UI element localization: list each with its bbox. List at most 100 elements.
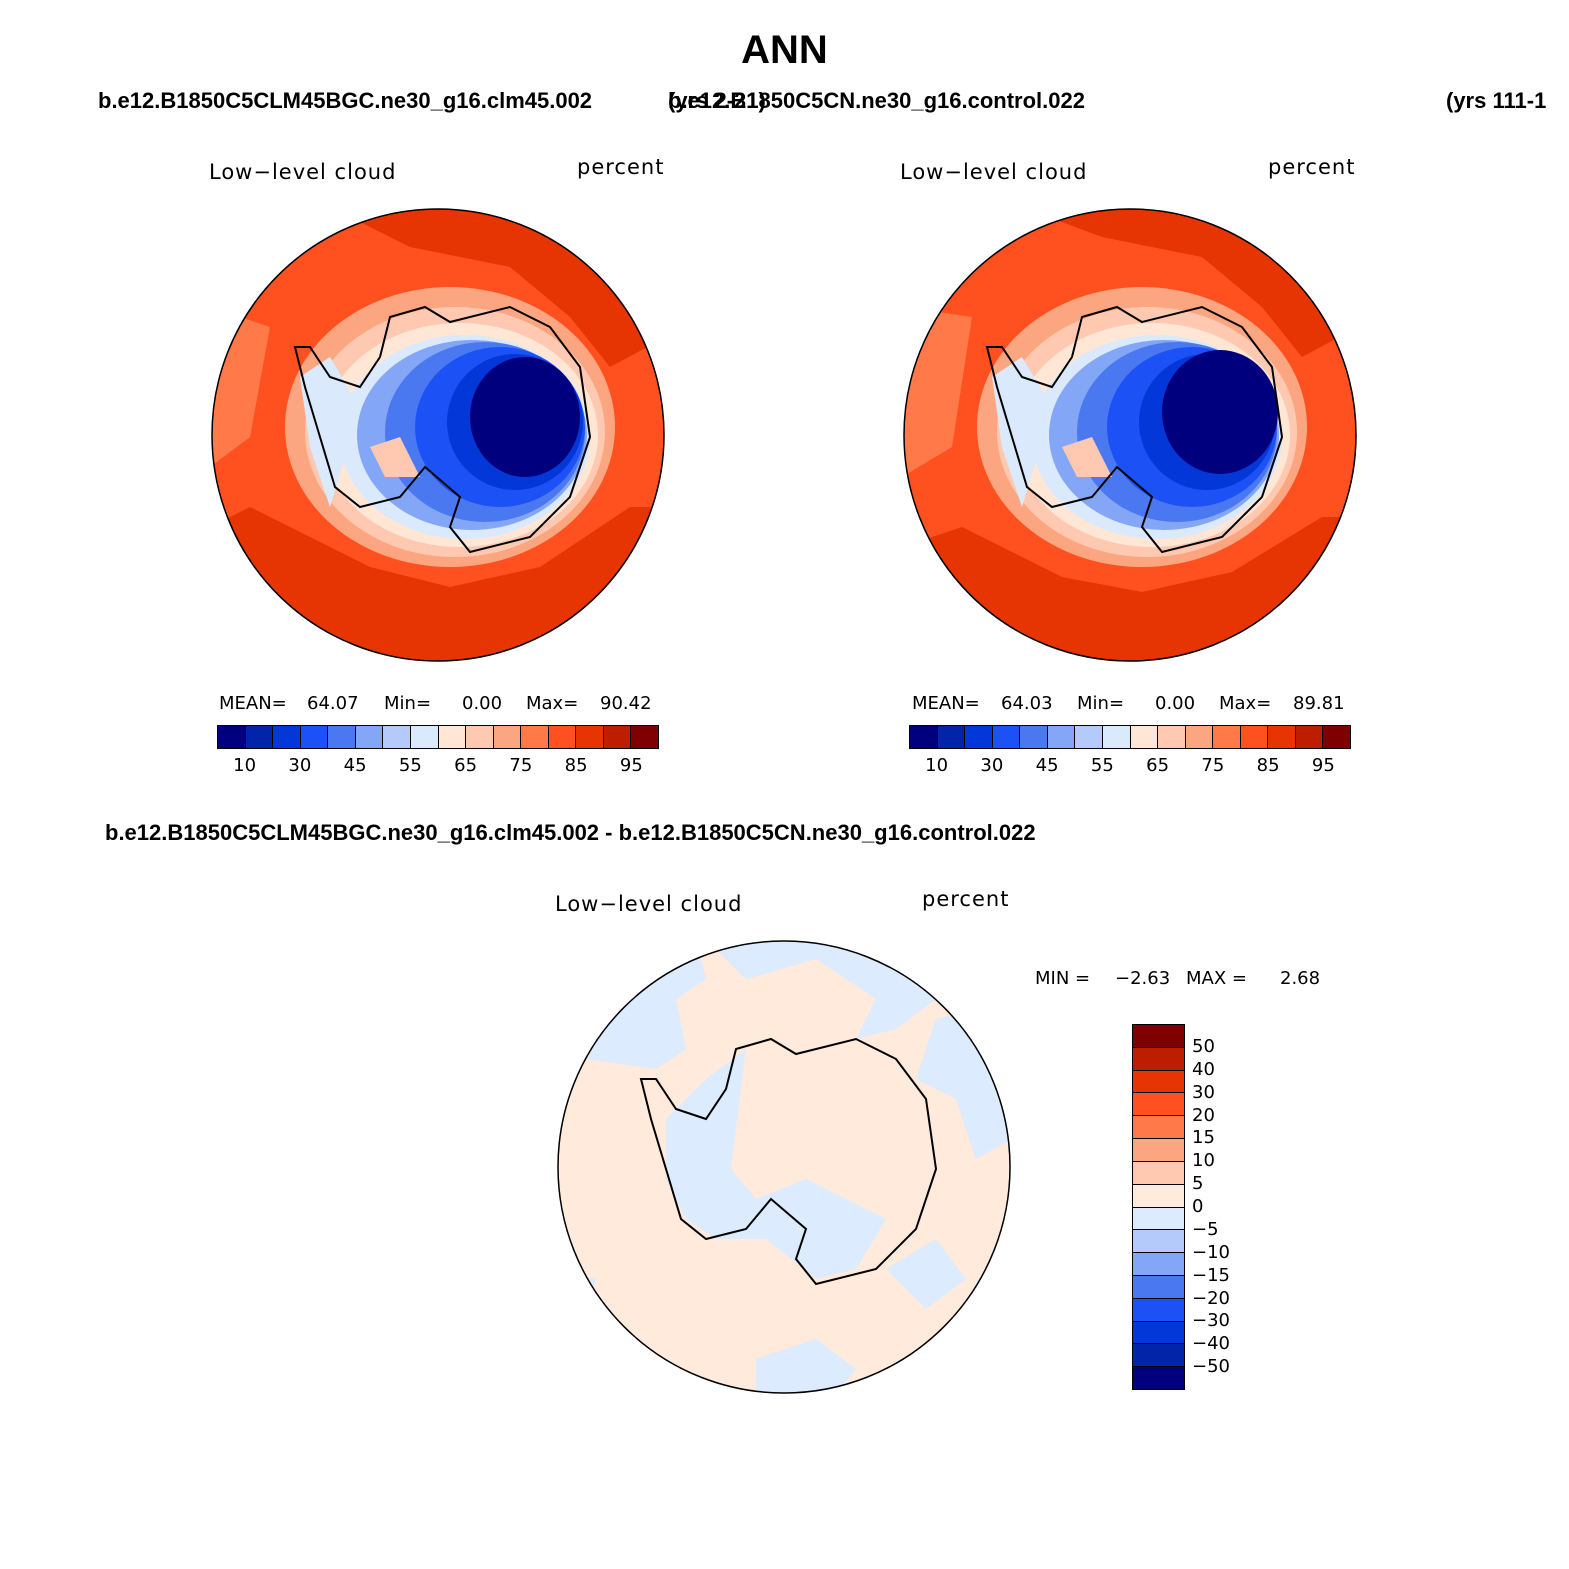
colorbar-swatch xyxy=(1133,1093,1184,1117)
panel1-min-label: Min= xyxy=(384,693,432,714)
colorbar-tick-label: 20 xyxy=(1192,1104,1215,1126)
colorbar-swatch xyxy=(937,726,966,748)
difference-polar-map xyxy=(557,940,1011,1394)
colorbar-tick-label: 30 xyxy=(980,755,1004,776)
difference-title: b.e12.B1850C5CLM45BGC.ne30_g16.clm45.002… xyxy=(105,820,1036,845)
panel1-max-label: Max= xyxy=(526,693,579,714)
colorbar-swatch xyxy=(1133,1047,1184,1071)
colorbar-swatch xyxy=(1133,1344,1184,1368)
colorbar-swatch xyxy=(1020,726,1048,748)
test-case-name: b.e12.B1850C5CLM45BGC.ne30_g16.clm45.002 xyxy=(98,88,593,113)
colorbar-swatch xyxy=(383,726,411,748)
colorbar-swatch xyxy=(1213,726,1241,748)
colorbar-swatch xyxy=(1133,1070,1184,1094)
difference-max-label: MAX = xyxy=(1186,968,1247,989)
colorbar-swatch xyxy=(992,726,1021,748)
panel2-variable-label: Low−level cloud xyxy=(900,160,1088,184)
panel1-min-value: 0.00 xyxy=(462,693,503,714)
colorbar-tick-label: 65 xyxy=(1146,755,1170,776)
panel2-min-label: Min= xyxy=(1077,693,1125,714)
page-title: ANN xyxy=(741,28,828,72)
difference-variable-label: Low−level cloud xyxy=(555,892,743,916)
difference-colorbar xyxy=(1132,1024,1185,1390)
colorbar-tick-label: −5 xyxy=(1192,1218,1219,1240)
colorbar-swatch xyxy=(1158,726,1186,748)
colorbar-swatch xyxy=(1102,726,1131,748)
colorbar-swatch xyxy=(466,726,494,748)
colorbar-swatch xyxy=(631,726,658,748)
colorbar-tick-label: 5 xyxy=(1192,1173,1204,1195)
colorbar-swatch xyxy=(1133,1230,1184,1254)
colorbar-swatch xyxy=(1268,726,1296,748)
colorbar-tick-label: −20 xyxy=(1192,1287,1230,1309)
colorbar-swatch xyxy=(576,726,604,748)
colorbar-swatch xyxy=(1133,1025,1184,1048)
colorbar-swatch xyxy=(1133,1116,1184,1140)
colorbar-tick-label: 75 xyxy=(509,755,533,776)
colorbar-swatch xyxy=(438,726,467,748)
panel1-max-value: 90.42 xyxy=(600,693,652,714)
colorbar-tick-label: 85 xyxy=(1256,755,1280,776)
colorbar-swatch xyxy=(1133,1161,1184,1185)
panel2-units-label: percent xyxy=(1268,155,1356,179)
panel2-polar-map xyxy=(903,208,1357,662)
colorbar-tick-label: 75 xyxy=(1201,755,1225,776)
panel1-mean-value: 64.07 xyxy=(307,693,359,714)
colorbar-swatch xyxy=(1185,726,1214,748)
colorbar-tick-label: 95 xyxy=(1311,755,1335,776)
colorbar-tick-label: 55 xyxy=(1090,755,1114,776)
colorbar-swatch xyxy=(1133,1207,1184,1231)
panel1-mean-label: MEAN= xyxy=(219,693,287,714)
colorbar-swatch xyxy=(355,726,384,748)
colorbar-swatch xyxy=(965,726,993,748)
panel2-mean-label: MEAN= xyxy=(912,693,980,714)
colorbar-swatch xyxy=(493,726,522,748)
panel2-max-label: Max= xyxy=(1219,693,1272,714)
colorbar-tick-label: 30 xyxy=(288,755,312,776)
control-case-name: b.e12.B1850C5CN.ne30_g16.control.022 xyxy=(668,88,1085,113)
colorbar-tick-label: 55 xyxy=(398,755,422,776)
colorbar-tick-label: 30 xyxy=(1192,1081,1215,1103)
panel2-mean-value: 64.03 xyxy=(1001,693,1053,714)
colorbar-tick-label: 40 xyxy=(1192,1058,1215,1080)
colorbar-swatch xyxy=(548,726,577,748)
difference-units-label: percent xyxy=(922,887,1010,911)
panel1-colorbar xyxy=(217,725,659,749)
colorbar-tick-label: 0 xyxy=(1192,1196,1204,1217)
difference-min-value: −2.63 xyxy=(1115,968,1171,989)
colorbar-swatch xyxy=(1133,1139,1184,1162)
colorbar-tick-label: 65 xyxy=(454,755,478,776)
difference-max-value: 2.68 xyxy=(1280,968,1321,989)
colorbar-swatch xyxy=(328,726,356,748)
colorbar-swatch xyxy=(1075,726,1103,748)
panel2-colorbar xyxy=(909,725,1351,749)
colorbar-swatch xyxy=(1133,1275,1184,1299)
colorbar-tick-label: 15 xyxy=(1192,1127,1215,1149)
colorbar-swatch xyxy=(1133,1184,1184,1208)
panel2-max-value: 89.81 xyxy=(1293,693,1345,714)
colorbar-swatch xyxy=(1323,726,1350,748)
colorbar-swatch xyxy=(521,726,549,748)
colorbar-swatch xyxy=(603,726,632,748)
colorbar-tick-label: 45 xyxy=(343,755,367,776)
colorbar-swatch xyxy=(1133,1253,1184,1276)
colorbar-swatch xyxy=(1133,1367,1184,1389)
colorbar-tick-label: −10 xyxy=(1192,1241,1230,1263)
colorbar-swatch xyxy=(300,726,329,748)
colorbar-swatch xyxy=(910,726,938,748)
colorbar-tick-label: 45 xyxy=(1035,755,1059,776)
colorbar-swatch xyxy=(1130,726,1159,748)
panel1-units-label: percent xyxy=(577,155,665,179)
colorbar-tick-label: 10 xyxy=(925,755,949,776)
colorbar-tick-label: −30 xyxy=(1192,1310,1230,1332)
colorbar-tick-label: −50 xyxy=(1192,1356,1230,1378)
colorbar-tick-label: 85 xyxy=(564,755,588,776)
colorbar-swatch xyxy=(1047,726,1076,748)
colorbar-tick-label: 10 xyxy=(233,755,257,776)
panel2-min-value: 0.00 xyxy=(1155,693,1196,714)
colorbar-tick-label: −40 xyxy=(1192,1333,1230,1355)
control-case-years: (yrs 111-1 xyxy=(1446,88,1547,113)
colorbar-swatch xyxy=(245,726,274,748)
colorbar-tick-label: 50 xyxy=(1192,1035,1215,1057)
colorbar-tick-label: −15 xyxy=(1192,1264,1230,1286)
